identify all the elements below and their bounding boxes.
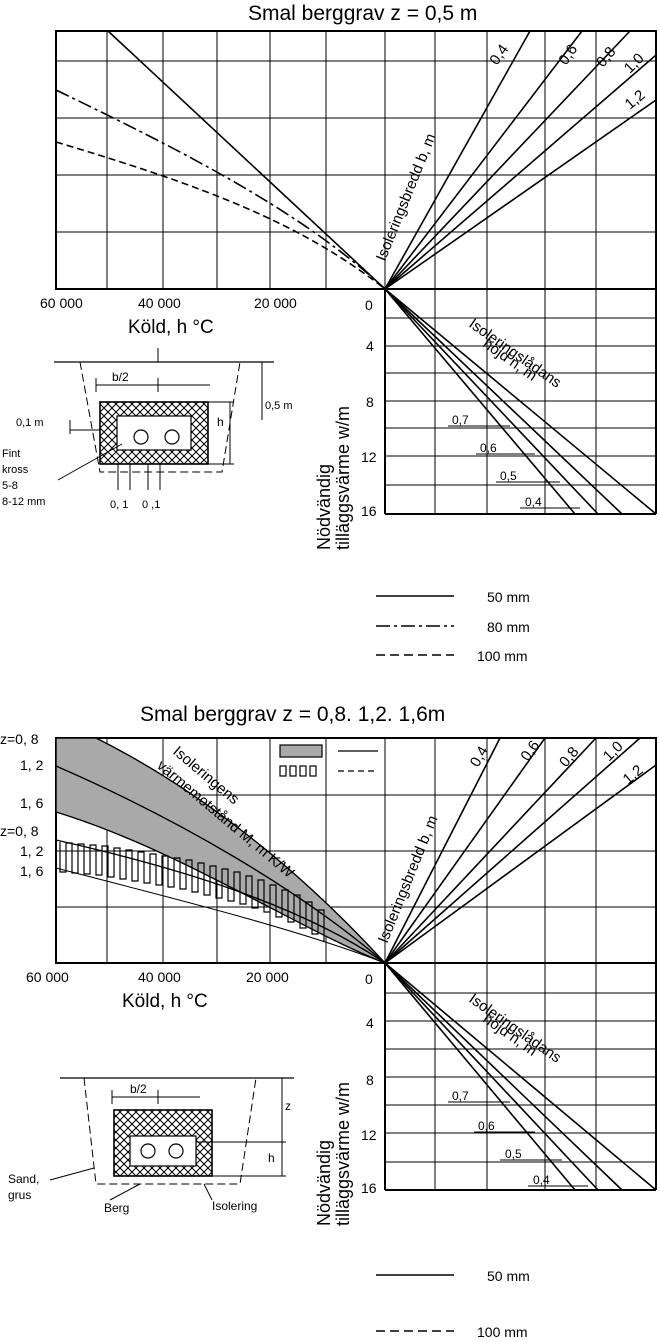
bottom-sketch-sand-2: grus xyxy=(8,1188,31,1202)
top-cold-tick-60000: 60 000 xyxy=(40,295,83,311)
top-heat-tick-8: 8 xyxy=(366,394,374,410)
top-cold-tick-0: 0 xyxy=(365,297,373,313)
bottom-cold-label: Köld, h °C xyxy=(122,991,208,1012)
bottom-height-0-5: 0,5 xyxy=(505,1147,522,1161)
bottom-band-50mm-mid xyxy=(55,765,386,964)
top-heat-tick-12: 12 xyxy=(361,449,377,465)
top-sketch-depth: 0,5 m xyxy=(265,400,293,412)
bottom-width-0-6: 0,6 xyxy=(517,737,543,764)
top-sketch-fill-4: 8-12 mm xyxy=(2,496,45,508)
bottom-sketch-b2: b/2 xyxy=(130,1082,147,1096)
bottom-width-0-8: 0,8 xyxy=(556,744,582,771)
top-width-label: Isoleringsbredd b, m xyxy=(373,131,440,263)
top-heat-ticks: 4 8 12 16 xyxy=(361,338,377,519)
top-cold-tick-40000: 40 000 xyxy=(138,295,181,311)
bottom-heat-tick-4: 4 xyxy=(366,1015,374,1031)
top-trench-sketch xyxy=(54,348,274,490)
bottom-z-labels: z=0, 8 1, 2 1, 6 z=0, 8 1, 2 1, 6 xyxy=(0,731,44,879)
bottom-inner-legend-teeth xyxy=(279,765,317,777)
bottom-width-lines xyxy=(384,737,657,964)
top-sketch-bottom-2: 0 ,1 xyxy=(142,499,160,511)
top-sketch-h: h xyxy=(217,415,224,429)
bottom-heat-ticks: 4 8 12 16 xyxy=(361,1015,377,1196)
bottom-width-0-4: 0,4 xyxy=(467,743,492,770)
bottom-z-lower-2: 1, 6 xyxy=(20,863,44,879)
top-width-1-2: 1,2 xyxy=(622,87,649,113)
top-width-1-0: 1,0 xyxy=(621,50,648,77)
top-cold-curves xyxy=(55,30,386,290)
bottom-legend-50: 50 mm xyxy=(487,1268,530,1284)
bottom-legend-100: 100 mm xyxy=(477,1324,528,1340)
bottom-sketch-sand-1: Sand, xyxy=(8,1172,39,1186)
bottom-cold-tick-20000: 20 000 xyxy=(246,969,289,985)
top-width-0-4: 0,4 xyxy=(486,41,512,68)
bottom-title: Smal berggrav z = 0,8. 1,2. 1,6m xyxy=(140,703,445,726)
bottom-height-0-4: 0,4 xyxy=(533,1173,550,1187)
bottom-heat-tick-12: 12 xyxy=(361,1127,377,1143)
top-heat-label-2: tilläggsvärme w/m xyxy=(333,406,353,550)
top-heat-tick-16: 16 xyxy=(361,503,377,519)
bottom-height-lines xyxy=(384,962,657,1191)
top-sketch-b2: b/2 xyxy=(112,370,129,384)
bottom-width-1-2: 1,2 xyxy=(620,762,647,788)
top-legend-80: 80 mm xyxy=(487,619,530,635)
bottom-heat-label-2: tilläggsvärme w/m xyxy=(333,1082,353,1226)
top-legend-100: 100 mm xyxy=(477,648,528,664)
bottom-band-100mm-lower xyxy=(55,867,386,964)
top-title: Smal berggrav z = 0,5 m xyxy=(248,2,477,25)
bottom-heat-tick-8: 8 xyxy=(366,1072,374,1088)
bottom-trench-sketch xyxy=(49,1077,294,1201)
top-cold-tick-20000: 20 000 xyxy=(254,295,297,311)
top-legend-50: 50 mm xyxy=(487,589,530,605)
top-width-lines xyxy=(384,30,657,290)
bottom-z-lower-1: 1, 2 xyxy=(20,843,44,859)
bottom-sketch-h: h xyxy=(268,1151,275,1165)
top-width-0-6: 0,6 xyxy=(555,41,581,68)
top-height-0-4: 0,4 xyxy=(525,495,542,509)
bottom-heat-label-1: Nödvändig xyxy=(314,1140,334,1226)
top-sketch-fill-3: 5-8 xyxy=(2,480,18,492)
top-height-0-5: 0,5 xyxy=(500,469,517,483)
bottom-inner-legend-gray xyxy=(279,744,323,758)
bottom-cold-tick-0: 0 xyxy=(365,971,373,987)
bottom-sketch-insulation: Isolering xyxy=(212,1199,257,1213)
top-height-lines xyxy=(384,288,657,515)
top-sketch-bottom-1: 0, 1 xyxy=(110,499,128,511)
top-sketch-fill-2: kross xyxy=(2,464,29,476)
top-heat-tick-4: 4 xyxy=(366,338,374,354)
bottom-lower-grid xyxy=(384,963,657,1191)
bottom-height-0-6: 0,6 xyxy=(478,1119,495,1133)
bottom-cold-axis: 60 000 40 000 20 000 0 Köld, h °C xyxy=(26,969,373,1012)
bottom-sketch-z: z xyxy=(285,1099,291,1113)
bottom-band-100mm-teeth xyxy=(59,842,325,942)
top-sketch-fill-1: Fint xyxy=(2,448,20,460)
top-height-0-7: 0,7 xyxy=(452,413,469,427)
bottom-z-upper-1: 1, 2 xyxy=(20,757,44,773)
bottom-z-upper-2: 1, 6 xyxy=(20,795,44,811)
top-sketch-side: 0,1 m xyxy=(16,417,44,429)
bottom-z-lower-0: z=0, 8 xyxy=(0,823,39,839)
bottom-legend xyxy=(376,1274,454,1332)
bottom-z-upper-0: z=0, 8 xyxy=(0,731,39,747)
top-legend xyxy=(376,595,454,656)
top-lower-grid xyxy=(384,289,657,515)
bottom-cold-tick-60000: 60 000 xyxy=(26,969,69,985)
top-upper-grid xyxy=(55,30,657,290)
top-cold-label: Köld, h °C xyxy=(128,317,214,338)
bottom-band-100mm xyxy=(55,839,386,964)
bottom-cold-tick-40000: 40 000 xyxy=(138,969,181,985)
top-height-0-6: 0,6 xyxy=(480,441,497,455)
top-heat-label-1: Nödvändig xyxy=(314,464,334,550)
bottom-height-0-7: 0,7 xyxy=(452,1089,469,1103)
top-cold-axis: 60 000 40 000 20 000 0 Köld, h °C xyxy=(40,295,373,338)
bottom-sketch-rock: Berg xyxy=(104,1201,129,1215)
bottom-width-1-0: 1,0 xyxy=(600,738,627,765)
bottom-heat-tick-16: 16 xyxy=(361,1180,377,1196)
